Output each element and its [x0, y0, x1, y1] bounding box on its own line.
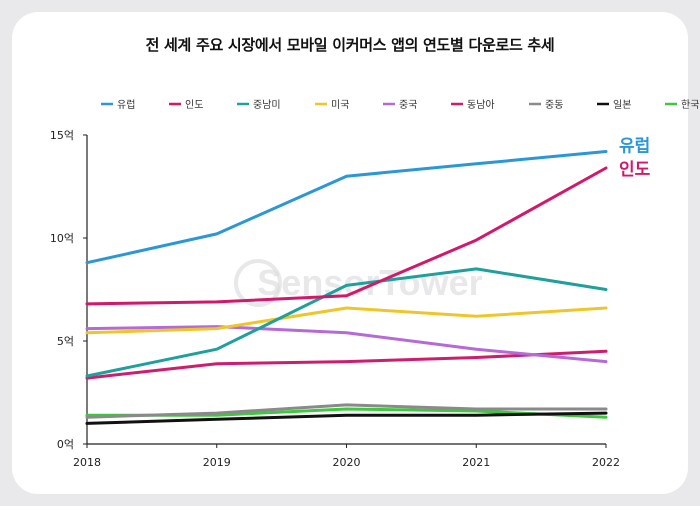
series-line — [85, 325, 608, 364]
legend-label: 미국 — [331, 99, 349, 111]
legend-label: 중남미 — [253, 99, 281, 111]
legend-label: 유럽 — [117, 99, 135, 111]
series-line — [85, 403, 608, 419]
x-tick-label: 2018 — [73, 456, 101, 469]
series-line — [85, 411, 608, 425]
watermark-logo-icon — [234, 259, 282, 307]
series-line — [85, 150, 608, 265]
series-end-label: 유럽 — [619, 136, 650, 156]
series-line — [85, 349, 608, 380]
y-tick-label: 5억 — [57, 335, 74, 348]
x-tick-label: 2020 — [333, 456, 361, 469]
series-line — [85, 267, 608, 378]
x-tick-label: 2022 — [592, 456, 620, 469]
series-line — [85, 306, 608, 335]
series-end-label: 인도 — [619, 160, 651, 180]
legend-label: 한국 — [681, 99, 699, 111]
legend-label: 중동 — [545, 99, 563, 111]
y-tick-label: 15억 — [50, 129, 74, 142]
series-line — [85, 166, 608, 306]
chart-title: 전 세계 주요 시장에서 모바일 이커머스 앱의 연도별 다운로드 추세 — [145, 36, 555, 54]
y-tick-label: 10억 — [50, 232, 74, 245]
legend-label: 일본 — [613, 99, 631, 111]
legend-label: 인도 — [185, 99, 203, 111]
y-tick-label: 0억 — [57, 438, 74, 451]
legend-label: 중국 — [399, 99, 417, 111]
x-tick-label: 2019 — [203, 456, 231, 469]
legend-label: 동남아 — [467, 99, 495, 111]
x-tick-label: 2021 — [462, 456, 490, 469]
